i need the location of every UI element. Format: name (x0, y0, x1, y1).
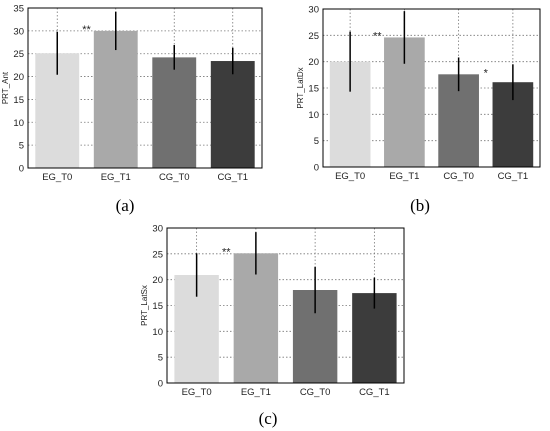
significance-marker: * (484, 67, 489, 79)
bar-cg-t0 (152, 57, 197, 168)
significance-marker: ** (82, 24, 91, 36)
bar-eg-t1 (93, 30, 138, 168)
chart-panel-c: 0 5 10 15 20 25 30 EG_T0 EG_T1 CG_T0 CG_T1 ** PRT_La… (140, 224, 405, 428)
y-axis-label: PRT_Ant (1, 71, 10, 104)
x-tick-label: EG_T1 (389, 171, 419, 182)
y-tick-label: 15 (152, 301, 163, 312)
y-tick-label: 30 (152, 224, 163, 235)
x-tick-label: EG_T0 (335, 171, 365, 182)
y-tick-label: 0 (158, 379, 163, 390)
y-tick-label: 25 (152, 249, 163, 260)
x-tick-label: EG_T1 (101, 172, 131, 183)
x-tick-label: CG_T0 (300, 387, 331, 398)
y-tick-label: 20 (13, 72, 24, 83)
x-tick-label: CG_T0 (443, 171, 474, 182)
x-tick-label: CG_T1 (498, 171, 529, 182)
y-axis-label: PRT_LatSx (140, 285, 149, 326)
y-tick-label: 10 (13, 118, 24, 129)
y-tick-label: 30 (308, 5, 319, 16)
y-tick-label: 20 (308, 57, 319, 68)
y-tick-label: 25 (13, 49, 24, 60)
chart-panel-a: 0 5 10 15 20 25 30 35 EG_T0 EG_T1 CG_T0 CG_T1 ** PRT_… (1, 4, 263, 215)
bar-eg-t1 (233, 253, 279, 383)
axes-frame (166, 227, 405, 384)
panel-label: (c) (259, 409, 278, 428)
y-tick-label: 25 (308, 31, 319, 42)
significance-marker: ** (373, 30, 382, 42)
y-tick-label: 0 (19, 164, 24, 175)
y-axis-label: PRT_LatDx (296, 67, 305, 108)
axes-frame (27, 7, 263, 169)
x-tick-label: EG_T0 (42, 172, 72, 183)
x-tick-label: EG_T1 (241, 387, 271, 398)
y-tick-label: 15 (13, 95, 24, 106)
y-tick-label: 5 (19, 141, 24, 152)
significance-marker: ** (222, 246, 231, 258)
x-tick-label: EG_T0 (182, 387, 212, 398)
axes-frame (322, 8, 541, 168)
panel-label: (b) (410, 196, 430, 215)
panel-label: (a) (116, 196, 135, 215)
y-tick-label: 30 (13, 26, 24, 37)
x-tick-label: CG_T1 (217, 172, 248, 183)
y-tick-label: 10 (308, 110, 319, 121)
y-tick-label: 5 (314, 136, 319, 147)
y-tick-label: 20 (152, 275, 163, 286)
x-tick-label: CG_T1 (359, 387, 390, 398)
y-tick-label: 35 (13, 4, 24, 15)
y-tick-label: 15 (308, 84, 319, 95)
y-tick-label: 5 (158, 353, 163, 364)
bar-cg-t1 (210, 61, 255, 168)
y-tick-label: 10 (152, 327, 163, 338)
y-tick-label: 0 (314, 163, 319, 174)
x-tick-label: CG_T0 (159, 172, 190, 183)
